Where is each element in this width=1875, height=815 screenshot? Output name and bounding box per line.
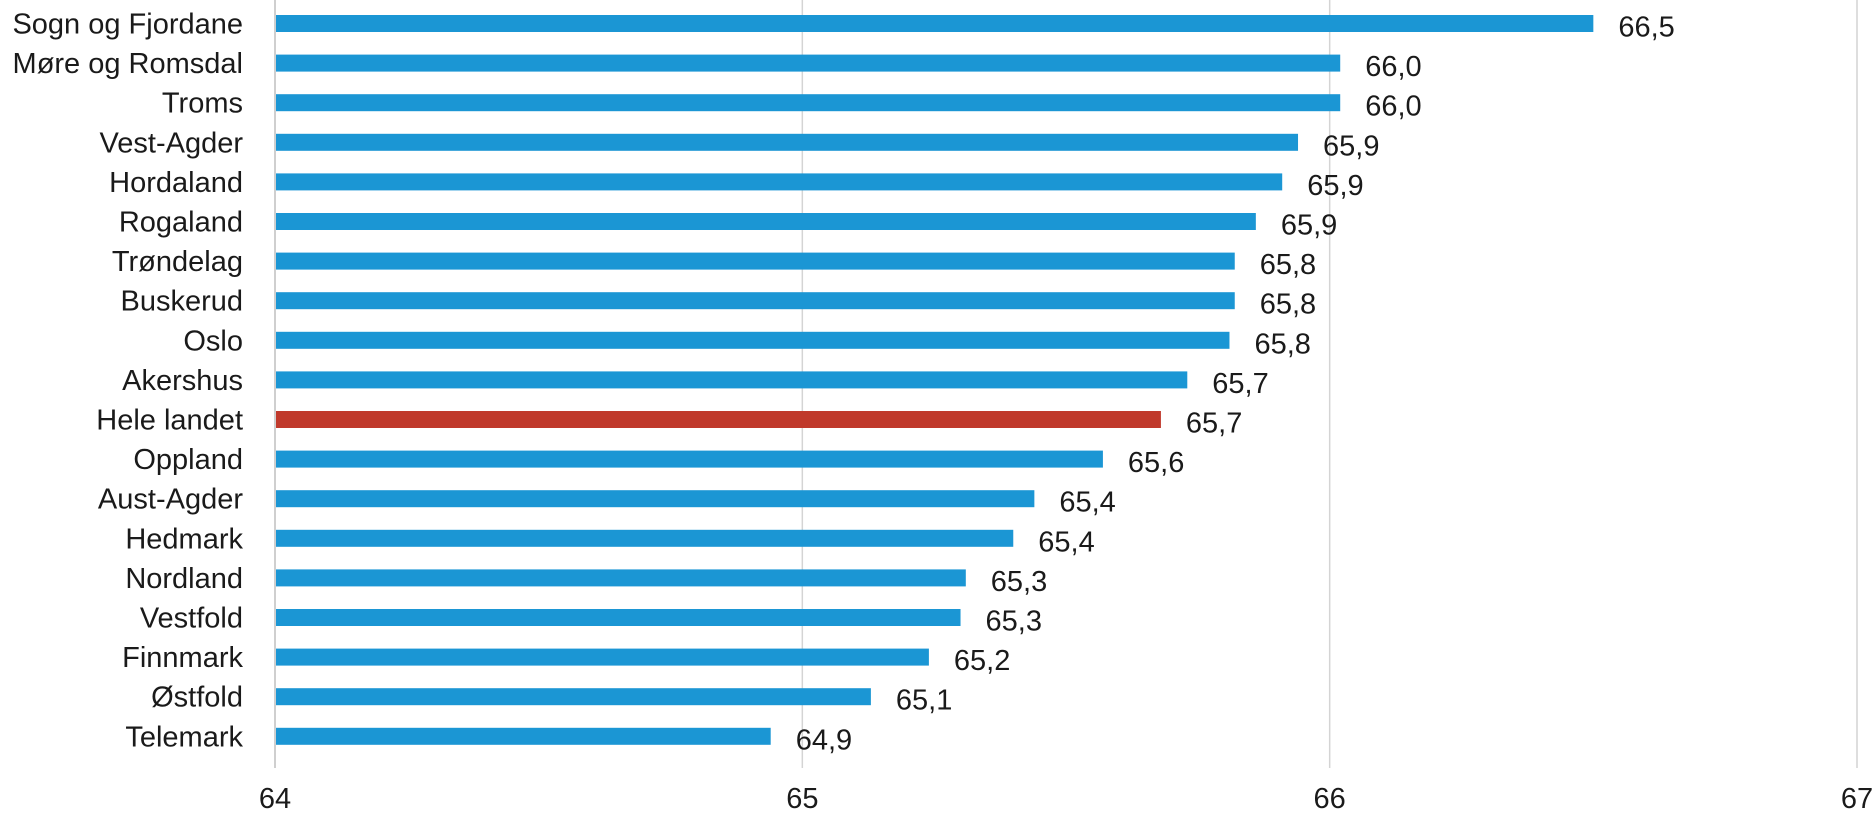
data-label: 65,8 xyxy=(1254,328,1310,360)
bar-highlight xyxy=(276,411,1161,428)
data-label: 65,7 xyxy=(1186,408,1242,440)
bar xyxy=(276,727,771,745)
category-label: Østfold xyxy=(151,682,243,714)
category-label: Hele landet xyxy=(96,405,243,437)
data-label: 65,3 xyxy=(986,606,1042,638)
category-label: Oppland xyxy=(133,444,243,476)
x-tick-label: 64 xyxy=(259,783,291,815)
data-label: 65,4 xyxy=(1059,487,1115,519)
data-label: 65,2 xyxy=(954,645,1010,677)
category-label: Telemark xyxy=(125,721,243,753)
bar xyxy=(276,371,1188,389)
bar xyxy=(276,54,1341,72)
category-label: Akershus xyxy=(122,365,243,397)
bar xyxy=(276,648,929,666)
data-label: 66,0 xyxy=(1365,51,1421,83)
data-label: 65,4 xyxy=(1038,526,1094,558)
category-label: Trøndelag xyxy=(112,246,243,278)
data-label: 66,5 xyxy=(1618,12,1674,44)
category-label: Buskerud xyxy=(120,286,243,318)
bar xyxy=(276,173,1283,191)
bar xyxy=(276,133,1299,151)
category-label: Vestfold xyxy=(140,603,243,635)
category-label: Nordland xyxy=(125,563,243,595)
bar xyxy=(276,252,1235,270)
data-label: 64,9 xyxy=(796,724,852,756)
bar xyxy=(276,490,1035,508)
data-label: 65,9 xyxy=(1307,170,1363,202)
category-label: Finnmark xyxy=(122,642,243,674)
bar xyxy=(276,529,1014,547)
category-label: Sogn og Fjordane xyxy=(12,9,243,41)
data-label: 65,8 xyxy=(1260,249,1316,281)
data-label: 65,1 xyxy=(896,685,952,717)
bar xyxy=(276,292,1235,310)
data-label: 66,0 xyxy=(1365,91,1421,123)
data-label: 65,6 xyxy=(1128,447,1184,479)
bar xyxy=(276,450,1103,468)
bar xyxy=(276,15,1594,32)
bar xyxy=(276,609,961,626)
bar xyxy=(276,94,1341,112)
category-label: Troms xyxy=(162,88,243,120)
category-label: Oslo xyxy=(183,325,243,357)
x-tick-label: 67 xyxy=(1841,783,1873,815)
bar xyxy=(276,688,871,706)
category-label: Møre og Romsdal xyxy=(13,48,243,80)
category-label: Hordaland xyxy=(109,167,243,199)
category-label: Aust-Agder xyxy=(98,484,243,516)
bar xyxy=(276,569,966,587)
data-label: 65,7 xyxy=(1212,368,1268,400)
category-label: Rogaland xyxy=(119,207,243,239)
category-label: Hedmark xyxy=(125,523,243,555)
data-label: 65,3 xyxy=(991,566,1047,598)
data-label: 65,9 xyxy=(1323,130,1379,162)
bar xyxy=(276,213,1256,230)
data-label: 65,9 xyxy=(1281,210,1337,242)
data-label: 65,8 xyxy=(1260,289,1316,321)
category-label: Vest-Agder xyxy=(100,127,244,159)
bar xyxy=(276,331,1230,349)
x-tick-label: 65 xyxy=(786,783,818,815)
x-tick-label: 66 xyxy=(1314,783,1346,815)
